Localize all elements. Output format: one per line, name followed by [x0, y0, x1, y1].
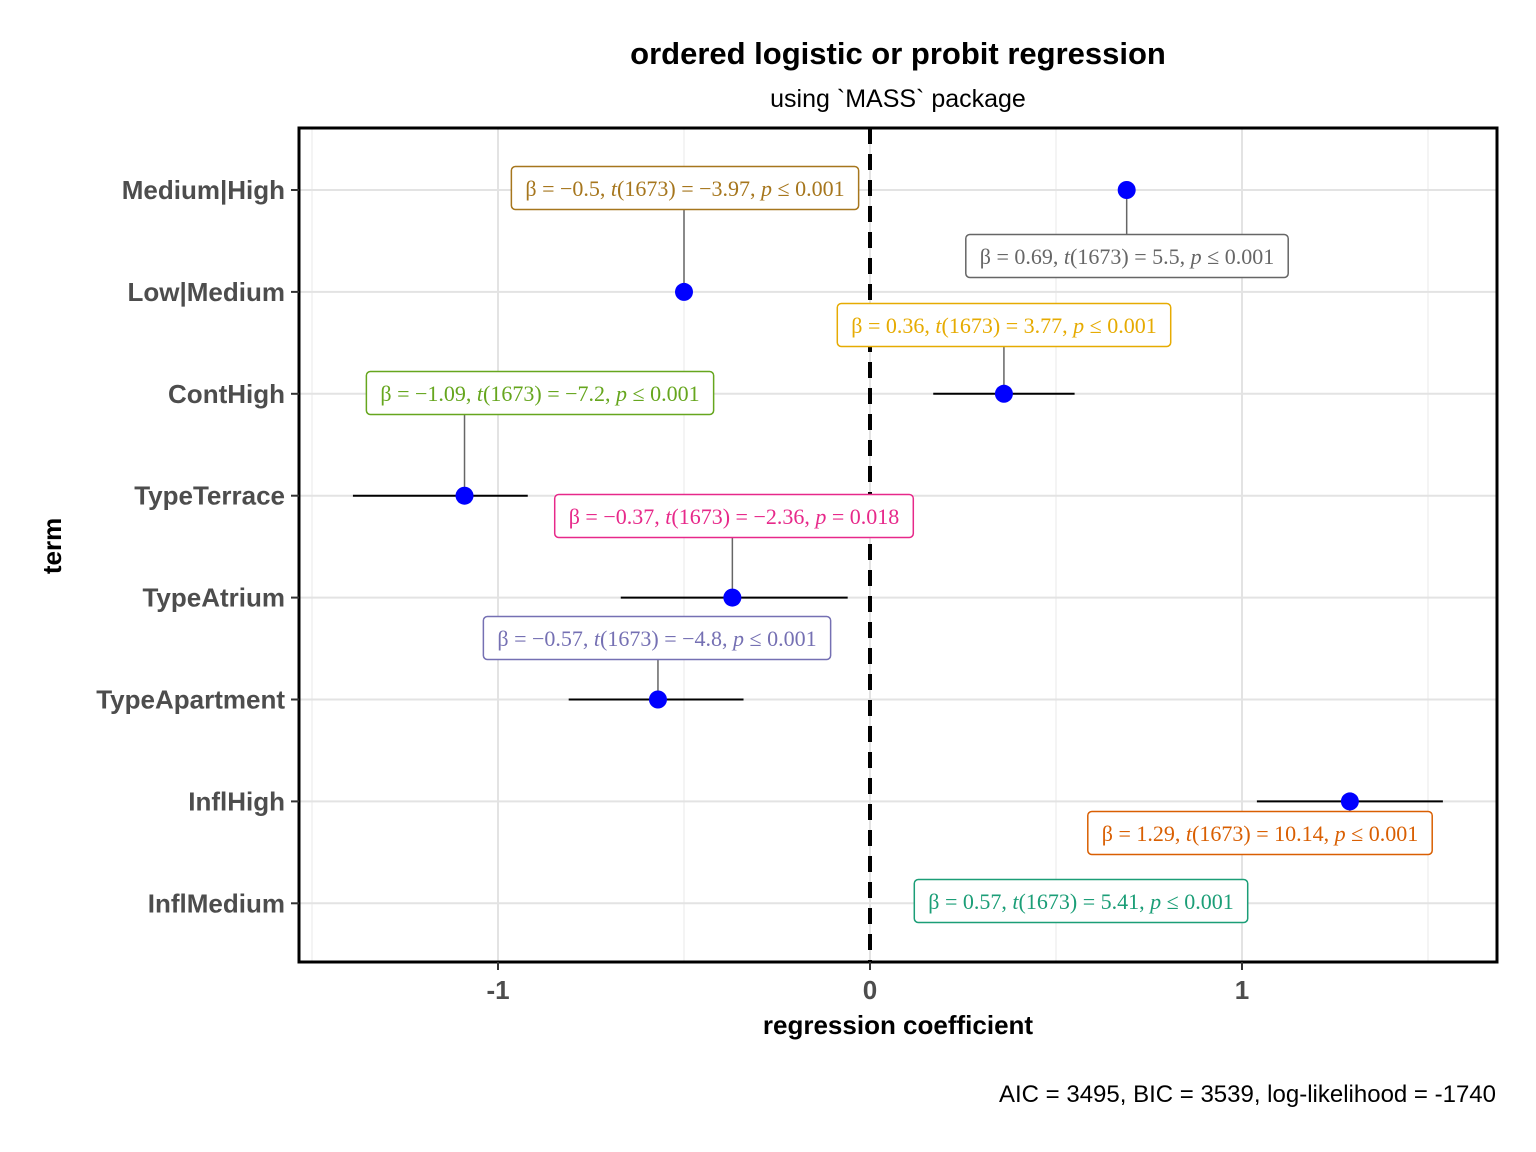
estimate-label: β = −0.37, t(1673) = −2.36, p = 0.018: [569, 504, 900, 529]
estimate-label: β = 0.36, t(1673) = 3.77, p ≤ 0.001: [851, 313, 1156, 338]
y-tick-label: Low|Medium: [128, 277, 286, 307]
estimate-label-box: [1087, 810, 1433, 856]
estimate-label-box: [913, 878, 1249, 924]
estimate-label-box: [836, 302, 1172, 348]
x-tick-label: 1: [1235, 975, 1249, 1005]
estimate-label: β = −0.5, t(1673) = −3.97, p ≤ 0.001: [525, 176, 844, 201]
point-layer: [455, 181, 1359, 913]
x-tick-label: -1: [486, 975, 509, 1005]
x-axis-title: regression coefficient: [763, 1010, 1034, 1040]
estimate-label: β = 1.29, t(1673) = 10.14, p ≤ 0.001: [1102, 821, 1418, 846]
estimate-point: [994, 384, 1013, 403]
label-layer: β = 0.69, t(1673) = 5.5, p ≤ 0.001 β = −0…: [365, 165, 1433, 924]
estimate-label-box: [482, 615, 832, 661]
estimate-label: β = −1.09, t(1673) = −7.2, p ≤ 0.001: [380, 381, 699, 406]
estimate-label-box: [365, 370, 715, 416]
estimate-point: [1117, 181, 1136, 199]
estimate-label: β = 0.69, t(1673) = 5.5, p ≤ 0.001: [980, 244, 1274, 269]
y-axis-title: term: [37, 518, 67, 574]
estimate-point: [648, 690, 667, 709]
estimate-label: β = 0.57, t(1673) = 5.41, p ≤ 0.001: [928, 889, 1233, 914]
x-axis: -1 0 1: [486, 962, 1249, 1005]
chart-subtitle: using `MASS` package: [770, 85, 1026, 113]
estimate-label-box: [510, 165, 860, 211]
estimate-point: [675, 282, 693, 301]
x-tick-label: 0: [863, 975, 877, 1005]
estimate-label-box: [553, 493, 915, 539]
estimate-label: β = −0.57, t(1673) = −4.8, p ≤ 0.001: [497, 626, 816, 651]
y-tick-label: InflMedium: [148, 888, 285, 918]
y-tick-label: TypeApartment: [96, 685, 285, 715]
estimate-point: [455, 486, 474, 505]
y-tick-label: TypeTerrace: [134, 481, 285, 511]
y-tick-label: ContHigh: [168, 379, 285, 409]
estimate-point: [1340, 792, 1359, 811]
chart-caption: AIC = 3495, BIC = 3539, log-likelihood =…: [999, 1081, 1496, 1108]
estimate-point: [723, 588, 742, 607]
y-tick-label: Medium|High: [122, 175, 285, 205]
panel-border: [297, 126, 1499, 964]
estimate-label-box: [965, 233, 1289, 279]
y-axis: Medium|High Low|Medium ContHigh TypeTerrace…: [96, 175, 299, 918]
y-tick-label: InflHigh: [188, 786, 285, 816]
y-tick-label: TypeAtrium: [142, 583, 285, 613]
chart-title: ordered logistic or probit regression: [630, 36, 1166, 71]
